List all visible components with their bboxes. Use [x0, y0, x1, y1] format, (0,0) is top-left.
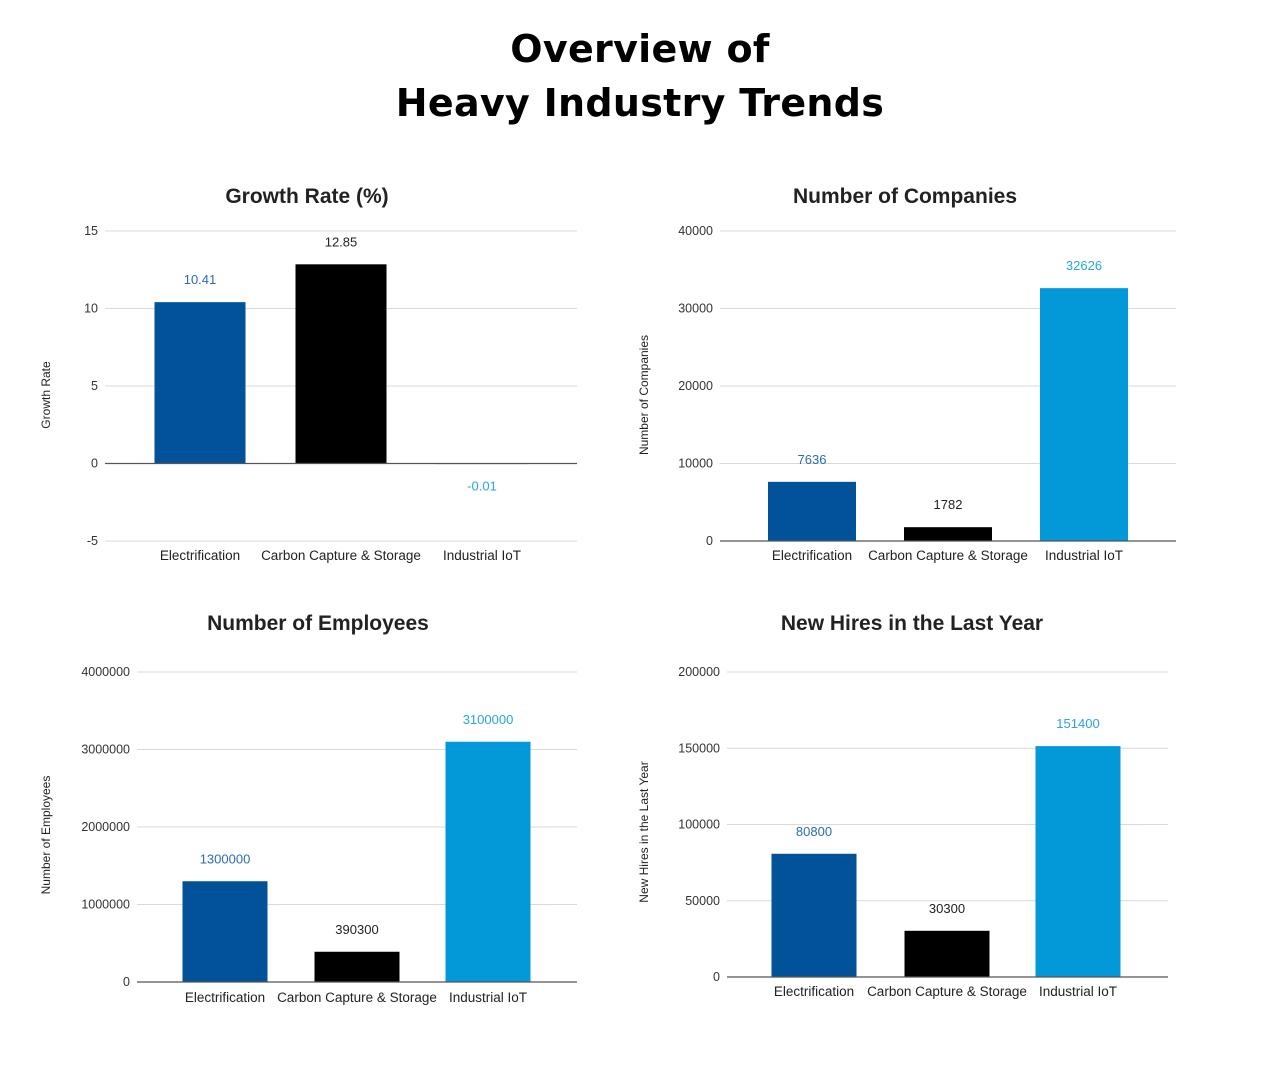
data-label: 12.85 — [325, 234, 358, 249]
x-category-label: Electrification — [160, 548, 240, 563]
y-tick-label: 0 — [706, 534, 713, 548]
x-category-label: Industrial IoT — [1045, 548, 1123, 563]
chart-title: Number of Employees — [207, 612, 429, 635]
y-tick-label: 100000 — [678, 818, 720, 832]
y-tick-label: 20000 — [678, 379, 713, 393]
x-category-label: Carbon Capture & Storage — [868, 548, 1028, 563]
y-tick-label: 3000000 — [81, 743, 130, 757]
bar — [1035, 746, 1121, 977]
chart-title: Growth Rate (%) — [225, 185, 388, 208]
y-axis-label: Growth Rate — [39, 361, 53, 429]
y-tick-label: 0 — [713, 970, 720, 984]
growth-rate-chart: Growth Rate (%) -5 0 5 10 15 10.41 Electrificat… — [39, 185, 577, 563]
data-label: 10.41 — [184, 272, 217, 287]
bar — [182, 881, 268, 982]
y-tick-label: 2000000 — [81, 820, 130, 834]
data-label: -0.01 — [467, 479, 497, 494]
bar — [295, 264, 387, 464]
bar — [445, 741, 531, 982]
y-tick-label: 10000 — [678, 457, 713, 471]
x-category-label: Industrial IoT — [443, 548, 521, 563]
y-tick-label: 10 — [84, 302, 98, 316]
page-title-line-1: Overview of — [510, 27, 770, 71]
new-hires-chart: New Hires in the Last Year 0 50000 100000 15… — [637, 612, 1168, 999]
chart-title: New Hires in the Last Year — [781, 612, 1043, 635]
data-label: 1300000 — [200, 851, 251, 866]
page-title-line-2: Heavy Industry Trends — [395, 81, 885, 125]
bar — [314, 951, 400, 982]
y-tick-label: 50000 — [685, 894, 720, 908]
y-tick-label: 0 — [123, 975, 130, 989]
bar — [768, 481, 856, 541]
y-axis-label: Number of Companies — [637, 335, 651, 455]
x-category-label: Industrial IoT — [449, 990, 527, 1005]
data-label: 1782 — [934, 497, 963, 512]
y-tick-label: 200000 — [678, 665, 720, 679]
y-tick-label: 150000 — [678, 741, 720, 755]
x-category-label: Electrification — [772, 548, 852, 563]
x-category-label: Electrification — [185, 990, 265, 1005]
y-axis-label: Number of Employees — [39, 776, 53, 895]
y-tick-label: -5 — [87, 534, 98, 548]
bar — [1040, 288, 1128, 541]
bar — [771, 853, 857, 977]
y-tick-label: 30000 — [678, 302, 713, 316]
y-tick-label: 15 — [84, 224, 98, 238]
y-tick-label: 0 — [91, 457, 98, 471]
data-label: 151400 — [1056, 716, 1099, 731]
data-label: 32626 — [1066, 258, 1102, 273]
bar — [904, 527, 992, 541]
x-category-label: Carbon Capture & Storage — [867, 984, 1027, 999]
y-axis-label: New Hires in the Last Year — [637, 761, 651, 902]
page-title: Overview of Heavy Industry Trends — [0, 22, 1280, 130]
x-category-label: Industrial IoT — [1039, 984, 1117, 999]
data-label: 80800 — [796, 824, 832, 839]
data-label: 7636 — [798, 452, 827, 467]
x-category-label: Carbon Capture & Storage — [261, 548, 421, 563]
bar — [154, 302, 246, 464]
x-category-label: Electrification — [774, 984, 854, 999]
data-label: 3100000 — [463, 712, 514, 727]
companies-chart: Number of Companies 0 10000 20000 30000 40000… — [637, 185, 1176, 563]
y-tick-label: 40000 — [678, 224, 713, 238]
data-label: 390300 — [335, 922, 378, 937]
y-tick-label: 5 — [91, 379, 98, 393]
y-tick-label: 1000000 — [81, 898, 130, 912]
y-tick-label: 4000000 — [81, 665, 130, 679]
chart-title: Number of Companies — [793, 185, 1017, 208]
x-category-label: Carbon Capture & Storage — [277, 990, 437, 1005]
data-label: 30300 — [929, 901, 965, 916]
employees-chart: Number of Employees 0 1000000 2000000 300000… — [39, 612, 577, 1005]
bar — [904, 930, 990, 977]
